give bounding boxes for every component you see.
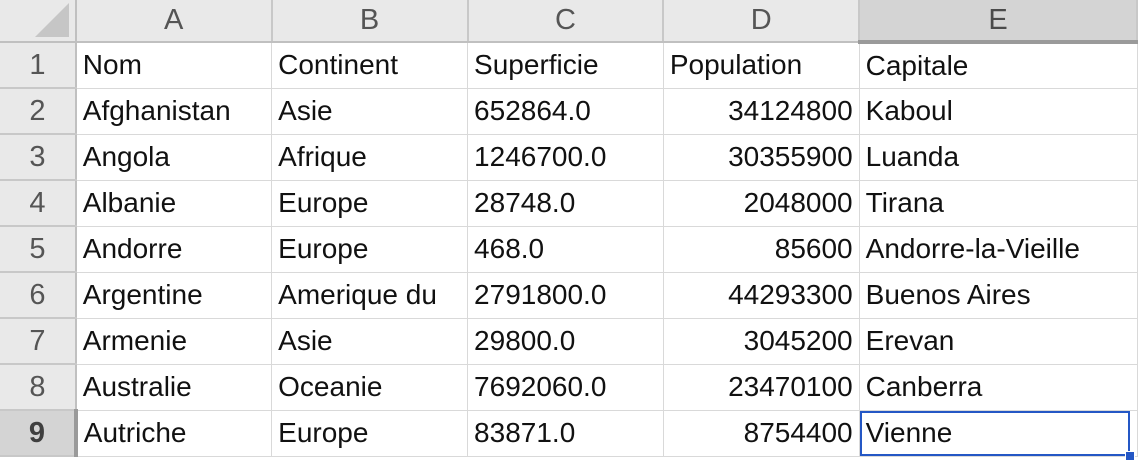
row-header[interactable]: 1 bbox=[0, 42, 77, 89]
fill-handle[interactable] bbox=[1125, 451, 1135, 461]
column-header-a[interactable]: A bbox=[75, 0, 273, 43]
cell-e6[interactable]: Buenos Aires bbox=[859, 272, 1138, 319]
table-row: 4 Albanie Europe 28748.0 2048000 Tirana bbox=[0, 180, 1138, 227]
row-header[interactable]: 9 bbox=[0, 410, 78, 457]
cell-d1[interactable]: Population bbox=[663, 42, 860, 89]
cell-c7[interactable]: 29800.0 bbox=[467, 318, 664, 365]
cell-d6[interactable]: 44293300 bbox=[663, 272, 860, 319]
cell-e5[interactable]: Andorre-la-Vieille bbox=[859, 226, 1138, 273]
cell-d3[interactable]: 30355900 bbox=[663, 134, 860, 181]
cell-b7[interactable]: Asie bbox=[271, 318, 469, 365]
cell-c5[interactable]: 468.0 bbox=[467, 226, 664, 273]
cell-e1[interactable]: Capitale bbox=[859, 42, 1138, 89]
cell-b8[interactable]: Oceanie bbox=[271, 364, 469, 411]
cell-c2[interactable]: 652864.0 bbox=[467, 88, 664, 135]
cell-b6[interactable]: Amerique du bbox=[271, 272, 469, 319]
cell-c3[interactable]: 1246700.0 bbox=[467, 134, 664, 181]
column-header-d[interactable]: D bbox=[663, 0, 861, 43]
column-header-e[interactable]: E bbox=[859, 0, 1138, 44]
cell-b3[interactable]: Afrique bbox=[271, 134, 469, 181]
table-row: 8 Australie Oceanie 7692060.0 23470100 Canber… bbox=[0, 364, 1138, 411]
cell-a6[interactable]: Argentine bbox=[75, 272, 273, 319]
rows-body: 1 Nom Continent Superficie Population Capital… bbox=[0, 42, 1138, 457]
row-header[interactable]: 4 bbox=[0, 180, 77, 227]
cell-d8[interactable]: 23470100 bbox=[663, 364, 860, 411]
cell-d4[interactable]: 2048000 bbox=[663, 180, 860, 227]
cell-e9[interactable]: Vienne bbox=[859, 410, 1138, 457]
cell-a8[interactable]: Australie bbox=[75, 364, 273, 411]
cell-e4[interactable]: Tirana bbox=[859, 180, 1138, 227]
cell-c4[interactable]: 28748.0 bbox=[467, 180, 664, 227]
table-row: 9 Autriche Europe 83871.0 8754400 Vienne bbox=[0, 410, 1138, 457]
row-header[interactable]: 6 bbox=[0, 272, 77, 319]
row-header[interactable]: 5 bbox=[0, 226, 77, 273]
cell-e2[interactable]: Kaboul bbox=[859, 88, 1138, 135]
cell-e7[interactable]: Erevan bbox=[859, 318, 1138, 365]
cell-a2[interactable]: Afghanistan bbox=[75, 88, 273, 135]
cell-d7[interactable]: 3045200 bbox=[663, 318, 860, 365]
cell-a1[interactable]: Nom bbox=[75, 42, 273, 89]
table-row: 1 Nom Continent Superficie Population Capital… bbox=[0, 42, 1138, 89]
row-header[interactable]: 3 bbox=[0, 134, 77, 181]
cell-c1[interactable]: Superficie bbox=[467, 42, 664, 89]
cell-e3[interactable]: Luanda bbox=[859, 134, 1138, 181]
row-header[interactable]: 2 bbox=[0, 88, 77, 135]
cell-a7[interactable]: Armenie bbox=[75, 318, 273, 365]
select-all-corner[interactable] bbox=[0, 0, 77, 43]
cell-a3[interactable]: Angola bbox=[75, 134, 273, 181]
cell-a5[interactable]: Andorre bbox=[75, 226, 273, 273]
row-header[interactable]: 7 bbox=[0, 318, 77, 365]
cell-b2[interactable]: Asie bbox=[271, 88, 469, 135]
cell-b1[interactable]: Continent bbox=[271, 42, 469, 89]
cell-b9[interactable]: Europe bbox=[271, 410, 469, 457]
table-row: 6 Argentine Amerique du 2791800.0 44293300 Bu… bbox=[0, 272, 1138, 319]
cell-c6[interactable]: 2791800.0 bbox=[467, 272, 664, 319]
cell-e8[interactable]: Canberra bbox=[859, 364, 1138, 411]
cell-b5[interactable]: Europe bbox=[271, 226, 469, 273]
cell-d5[interactable]: 85600 bbox=[663, 226, 860, 273]
table-row: 7 Armenie Asie 29800.0 3045200 Erevan bbox=[0, 318, 1138, 365]
row-header[interactable]: 8 bbox=[0, 364, 77, 411]
column-header-b[interactable]: B bbox=[271, 0, 469, 43]
table-row: 2 Afghanistan Asie 652864.0 34124800 Kaboul bbox=[0, 88, 1138, 135]
cell-b4[interactable]: Europe bbox=[271, 180, 469, 227]
cell-c8[interactable]: 7692060.0 bbox=[467, 364, 664, 411]
cell-a9[interactable]: Autriche bbox=[75, 410, 273, 457]
cell-c9[interactable]: 83871.0 bbox=[467, 410, 664, 457]
cell-d2[interactable]: 34124800 bbox=[663, 88, 860, 135]
table-row: 5 Andorre Europe 468.0 85600 Andorre-la-Vieil… bbox=[0, 226, 1138, 273]
column-header-c[interactable]: C bbox=[467, 0, 665, 43]
table-row: 3 Angola Afrique 1246700.0 30355900 Luanda bbox=[0, 134, 1138, 181]
cell-d9[interactable]: 8754400 bbox=[663, 410, 860, 457]
select-all-triangle-icon bbox=[34, 3, 69, 37]
cell-a4[interactable]: Albanie bbox=[75, 180, 273, 227]
